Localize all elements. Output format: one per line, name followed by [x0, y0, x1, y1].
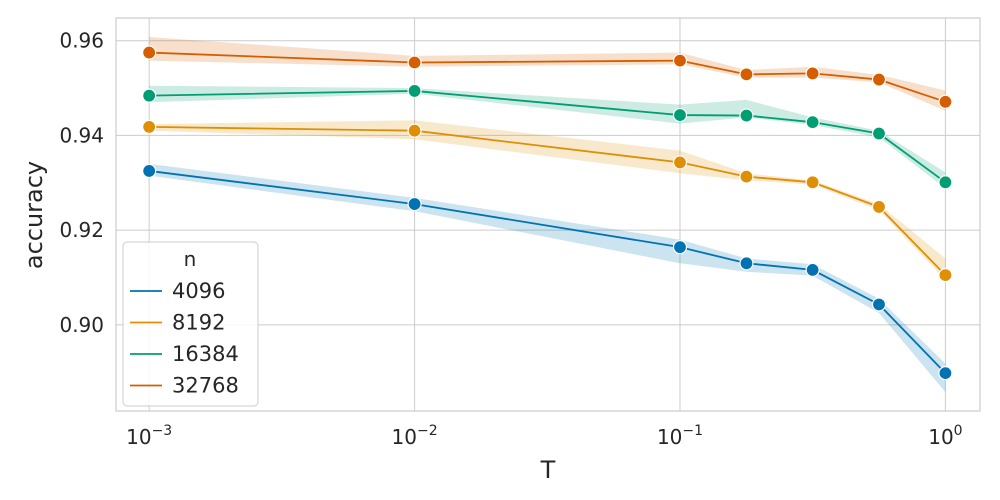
y-tick-label: 0.92 [59, 218, 104, 242]
data-point-32768 [805, 66, 820, 81]
data-points [142, 45, 953, 381]
x-tick-label: 10−2 [392, 423, 438, 449]
x-tick-label: 100 [928, 423, 962, 449]
data-point-4096 [739, 256, 754, 271]
data-point-32768 [739, 67, 754, 82]
data-point-16384 [407, 83, 422, 99]
data-point-4096 [805, 262, 820, 277]
x-tick-base: 10 [392, 425, 417, 449]
legend-label-32768: 32768 [172, 374, 239, 398]
data-point-8192 [805, 175, 820, 190]
data-point-32768 [407, 55, 422, 70]
data-point-4096 [672, 240, 688, 255]
data-point-16384 [739, 108, 754, 123]
data-point-8192 [407, 123, 422, 138]
y-tick-labels: 0.90 0.92 0.94 0.96 [59, 29, 104, 337]
data-point-8192 [672, 155, 688, 170]
x-tick-base: 10 [928, 425, 953, 449]
legend-frame [122, 241, 259, 407]
y-tick-label: 0.96 [59, 29, 104, 53]
confidence-band-32768 [149, 36, 946, 111]
x-tick-base: 10 [657, 425, 682, 449]
data-point-32768 [871, 72, 887, 87]
legend-items: 4096 8192 16384 32768 [130, 279, 239, 398]
legend-title: n [184, 247, 197, 271]
data-point-4096 [938, 366, 953, 381]
legend-label-8192: 8192 [172, 311, 225, 335]
y-tick-label: 0.90 [59, 313, 104, 337]
confidence-band-8192 [149, 120, 946, 280]
y-axis-title: accuracy [20, 161, 48, 269]
legend-label-4096: 4096 [172, 279, 225, 303]
x-tick-exponent: −2 [417, 423, 438, 439]
x-tick-base: 10 [126, 425, 151, 449]
y-tick-label: 0.94 [59, 123, 104, 147]
data-point-32768 [672, 53, 688, 68]
plot-background [115, 17, 981, 412]
data-point-8192 [938, 268, 953, 283]
data-point-32768 [938, 94, 953, 109]
x-tick-label: 10−3 [126, 423, 172, 449]
data-point-32768 [142, 45, 157, 60]
legend-label-16384: 16384 [172, 342, 239, 366]
data-point-16384 [805, 115, 820, 130]
data-point-8192 [739, 169, 754, 184]
x-tick-exponent: −3 [152, 423, 173, 439]
data-point-8192 [871, 199, 887, 215]
data-point-16384 [672, 107, 688, 123]
x-tick-exponent: −1 [682, 423, 703, 439]
data-point-8192 [142, 119, 157, 135]
legend: n 4096 8192 16384 32768 [122, 241, 259, 407]
data-point-16384 [142, 88, 157, 103]
x-tick-labels: 10−3 10−2 10−1 100 [126, 423, 962, 449]
data-point-4096 [871, 297, 887, 312]
data-point-4096 [407, 196, 422, 212]
data-point-16384 [938, 175, 953, 190]
x-axis-title: T [540, 456, 556, 484]
x-tick-label: 10−1 [657, 423, 703, 449]
data-point-4096 [142, 163, 157, 179]
x-tick-exponent: 0 [954, 423, 963, 439]
data-point-16384 [871, 126, 887, 141]
